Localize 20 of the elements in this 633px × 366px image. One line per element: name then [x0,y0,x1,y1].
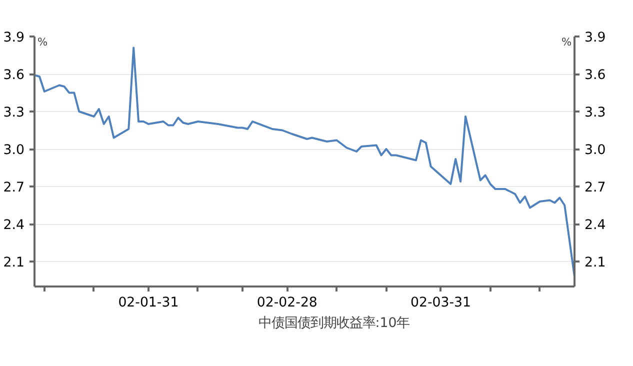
y2-axis-title: % [562,36,572,48]
y2-tick-label: 2.1 [584,256,606,270]
y-tick-label: 2.1 [3,256,25,270]
y2-tick-label: 3.0 [584,143,606,158]
y-tick-label: 2.4 [3,218,25,233]
y2-tick-label: 2.7 [584,180,606,196]
y2-tick-label: 2.4 [584,218,606,233]
y2-tick-label: 3.6 [584,68,606,83]
y-axis-title: % [38,36,48,48]
y2-tick-label: 3.3 [584,106,606,120]
text: 中债国债到期收益率:10年 [258,314,410,332]
y-tick-label: 3.6 [3,68,25,83]
y2-tick-label: 3.9 [584,30,606,46]
y-tick-label: 3.3 [3,106,25,120]
x-tick-label: 02-03-31 [410,296,471,310]
x-tick-label: 02-02-28 [256,296,318,310]
y-tick-label: 2.7 [3,180,25,196]
y-tick-label: 3.0 [3,143,25,158]
x-tick-label: 02-01-31 [118,296,179,310]
y-tick-label: 3.9 [3,30,25,46]
